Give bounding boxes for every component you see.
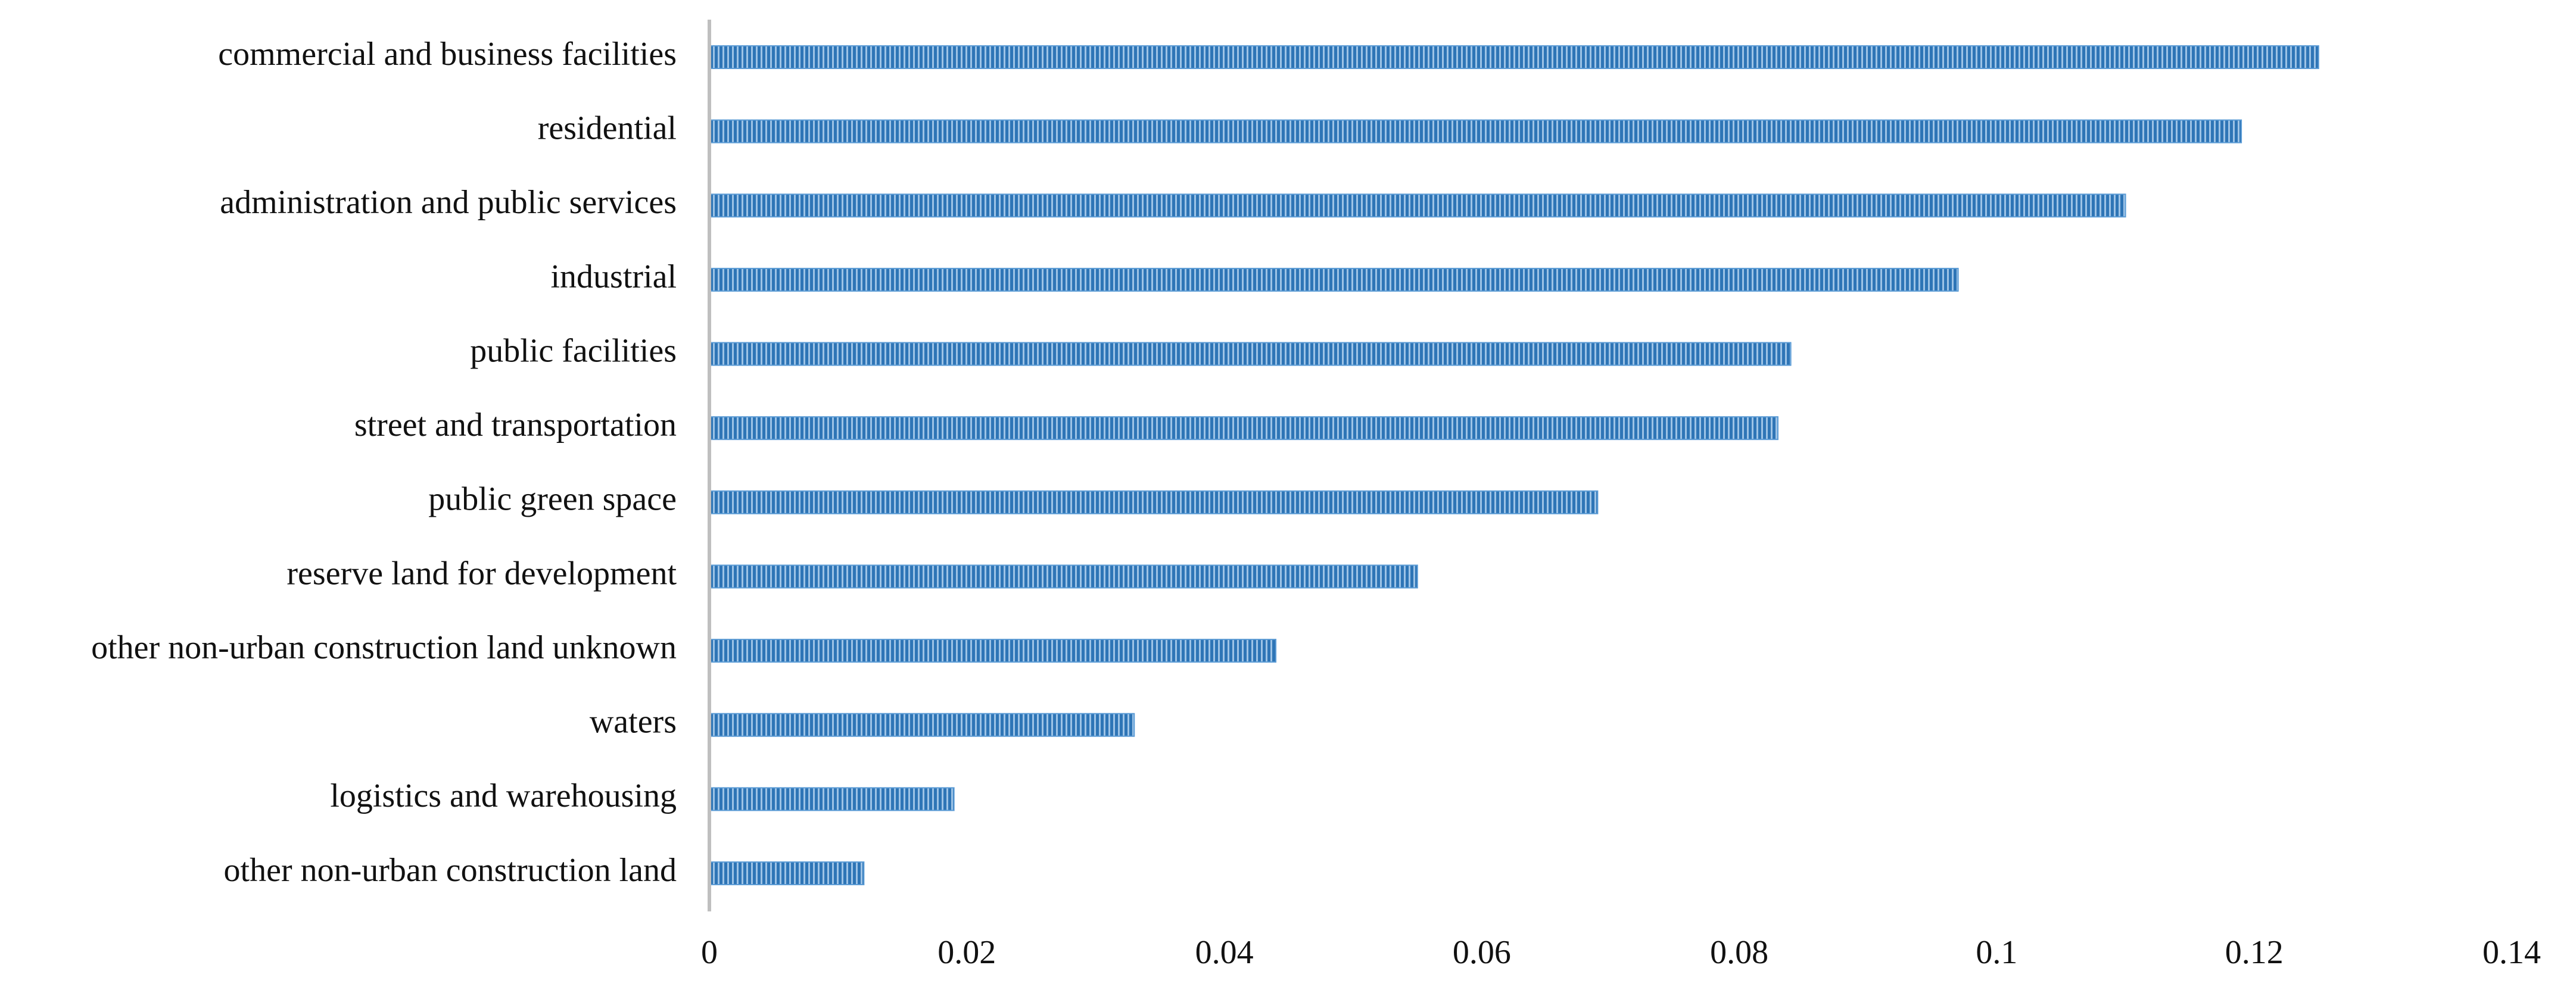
y-tick-label: commercial and business facilities <box>218 36 677 73</box>
bar <box>709 564 1418 589</box>
x-tick-label: 0.12 <box>2225 934 2284 971</box>
x-tick-label: 0.14 <box>2482 934 2541 971</box>
y-tick-label: reserve land for development <box>286 555 677 592</box>
y-tick-label: public green space <box>428 481 677 518</box>
x-tick-label: 0.02 <box>937 934 996 971</box>
x-tick-label: 0.1 <box>1976 934 2017 971</box>
bar <box>709 45 2319 69</box>
y-tick-label: public facilities <box>470 332 677 369</box>
x-tick-label: 0.08 <box>1710 934 1768 971</box>
bar <box>709 416 1778 441</box>
y-tick-label: industrial <box>550 258 677 295</box>
y-tick-label: street and transportation <box>354 407 677 444</box>
y-tick-label: waters <box>590 704 677 741</box>
bar <box>709 713 1135 737</box>
bar <box>709 119 2242 143</box>
x-tick-label: 0 <box>701 934 718 971</box>
x-tick-label: 0.06 <box>1453 934 1511 971</box>
bar <box>709 787 955 811</box>
bar <box>709 193 2126 218</box>
y-tick-label: other non-urban construction land unknow… <box>91 629 677 666</box>
bar <box>709 639 1277 663</box>
y-tick-label: residential <box>538 110 677 146</box>
y-tick-label: other non-urban construction land <box>224 852 677 889</box>
bar <box>709 342 1792 366</box>
y-tick-label: logistics and warehousing <box>330 777 677 814</box>
x-tick-label: 0.04 <box>1195 934 1254 971</box>
bar <box>709 490 1599 514</box>
bar <box>709 861 865 885</box>
y-tick-label: administration and public services <box>220 184 677 221</box>
bar <box>709 267 1959 292</box>
